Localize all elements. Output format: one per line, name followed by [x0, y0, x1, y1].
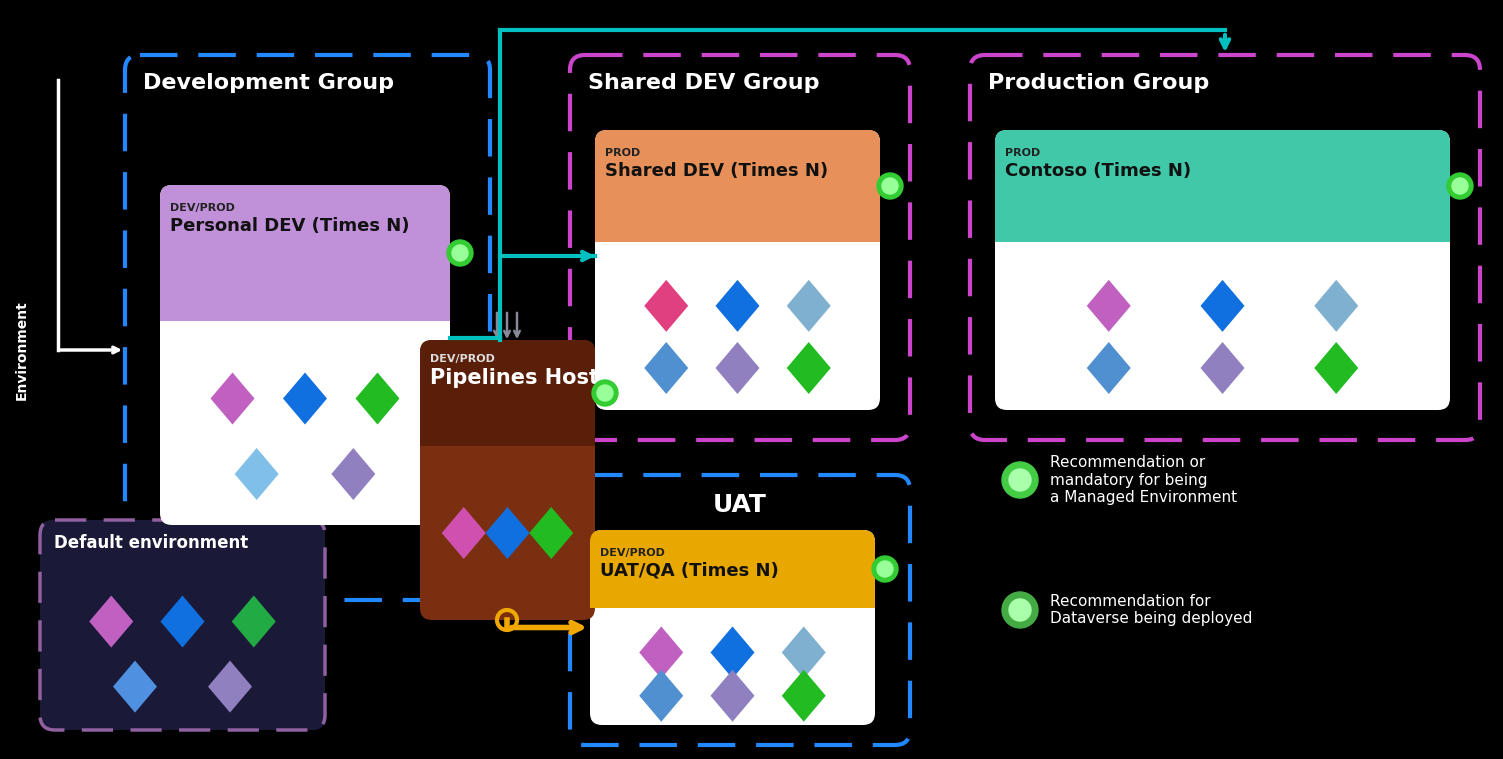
Text: Shared DEV Group: Shared DEV Group [588, 73, 819, 93]
Polygon shape [782, 626, 825, 679]
Text: Default environment: Default environment [54, 534, 248, 552]
Polygon shape [1314, 280, 1359, 332]
FancyBboxPatch shape [419, 340, 595, 620]
Circle shape [1009, 599, 1031, 621]
FancyBboxPatch shape [159, 253, 449, 321]
Circle shape [1003, 462, 1039, 498]
FancyBboxPatch shape [591, 530, 875, 725]
Polygon shape [715, 342, 759, 394]
Text: Environment: Environment [15, 300, 29, 400]
Text: Development Group: Development Group [143, 73, 394, 93]
Polygon shape [234, 448, 278, 500]
Circle shape [1447, 173, 1473, 199]
Polygon shape [1201, 342, 1244, 394]
FancyBboxPatch shape [995, 130, 1450, 242]
Text: DEV/PROD: DEV/PROD [430, 354, 494, 364]
Text: Contoso (Times N): Contoso (Times N) [1006, 162, 1190, 180]
Circle shape [592, 380, 618, 406]
Text: Recommendation or
mandatory for being
a Managed Environment: Recommendation or mandatory for being a … [1051, 455, 1237, 505]
Circle shape [1003, 592, 1039, 628]
Polygon shape [786, 342, 831, 394]
Polygon shape [356, 373, 400, 424]
FancyBboxPatch shape [159, 185, 449, 321]
Circle shape [597, 385, 613, 401]
Polygon shape [161, 596, 204, 647]
Polygon shape [89, 596, 134, 647]
Text: UAT/QA (Times N): UAT/QA (Times N) [600, 562, 779, 580]
Polygon shape [1087, 280, 1130, 332]
Polygon shape [231, 596, 275, 647]
Circle shape [452, 245, 467, 261]
Circle shape [1009, 469, 1031, 491]
Polygon shape [645, 280, 688, 332]
Polygon shape [485, 507, 529, 559]
FancyBboxPatch shape [595, 130, 879, 242]
Polygon shape [639, 669, 684, 722]
Polygon shape [645, 342, 688, 394]
FancyBboxPatch shape [591, 530, 875, 608]
Polygon shape [210, 373, 254, 424]
Circle shape [446, 240, 473, 266]
FancyBboxPatch shape [419, 393, 595, 446]
Circle shape [876, 561, 893, 577]
Polygon shape [711, 626, 755, 679]
Text: PROD: PROD [606, 148, 640, 158]
Circle shape [882, 178, 897, 194]
Text: UAT: UAT [712, 493, 767, 517]
Text: Recommendation for
Dataverse being deployed: Recommendation for Dataverse being deplo… [1051, 594, 1252, 626]
Polygon shape [207, 660, 253, 713]
Polygon shape [715, 280, 759, 332]
Text: DEV/PROD: DEV/PROD [170, 203, 234, 213]
FancyBboxPatch shape [41, 520, 325, 730]
Polygon shape [782, 669, 825, 722]
FancyBboxPatch shape [419, 340, 595, 446]
FancyBboxPatch shape [595, 186, 879, 242]
Polygon shape [442, 507, 485, 559]
Text: Shared DEV (Times N): Shared DEV (Times N) [606, 162, 828, 180]
FancyBboxPatch shape [595, 130, 879, 410]
Polygon shape [113, 660, 156, 713]
Text: DEV/PROD: DEV/PROD [600, 548, 664, 558]
Polygon shape [786, 280, 831, 332]
Polygon shape [1201, 280, 1244, 332]
Polygon shape [1087, 342, 1130, 394]
Polygon shape [331, 448, 376, 500]
Text: Production Group: Production Group [987, 73, 1210, 93]
Text: Pipelines Host: Pipelines Host [430, 368, 600, 388]
Circle shape [876, 173, 903, 199]
Polygon shape [639, 626, 684, 679]
Polygon shape [711, 669, 755, 722]
Circle shape [1452, 178, 1468, 194]
FancyBboxPatch shape [159, 185, 449, 525]
Text: Personal DEV (Times N): Personal DEV (Times N) [170, 217, 409, 235]
Polygon shape [529, 507, 573, 559]
FancyBboxPatch shape [995, 130, 1450, 410]
FancyBboxPatch shape [591, 569, 875, 608]
Text: PROD: PROD [1006, 148, 1040, 158]
Polygon shape [1314, 342, 1359, 394]
Circle shape [872, 556, 897, 582]
Polygon shape [283, 373, 328, 424]
FancyBboxPatch shape [995, 186, 1450, 242]
